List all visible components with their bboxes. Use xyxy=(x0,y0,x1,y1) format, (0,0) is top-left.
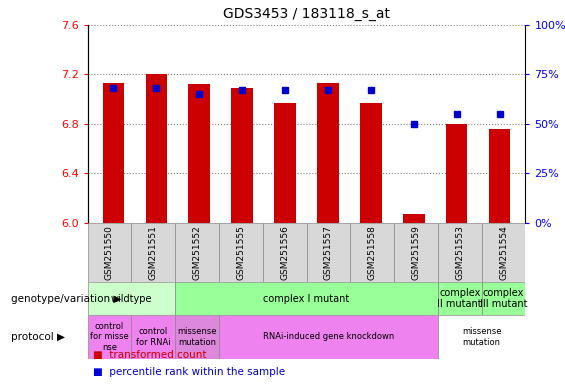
Bar xyxy=(317,83,338,223)
Text: control
for RNAi: control for RNAi xyxy=(136,327,171,347)
Text: wildtype: wildtype xyxy=(111,293,152,304)
Text: complex
III mutant: complex III mutant xyxy=(480,288,527,310)
Text: RNAi-induced gene knockdown: RNAi-induced gene knockdown xyxy=(263,333,394,341)
Bar xyxy=(307,223,350,282)
Text: GSM251551: GSM251551 xyxy=(149,225,158,280)
Text: GSM251550: GSM251550 xyxy=(105,225,114,280)
Bar xyxy=(131,315,175,359)
Bar xyxy=(482,282,525,315)
Bar xyxy=(489,129,510,223)
Bar xyxy=(175,315,219,359)
Bar xyxy=(438,282,482,315)
Text: missense
mutation: missense mutation xyxy=(177,327,217,347)
Bar xyxy=(394,223,438,282)
Bar xyxy=(438,315,525,359)
Text: genotype/variation ▶: genotype/variation ▶ xyxy=(11,293,121,304)
Bar xyxy=(263,223,307,282)
Bar xyxy=(403,214,424,223)
Text: GSM251555: GSM251555 xyxy=(236,225,245,280)
Text: complex
II mutant: complex II mutant xyxy=(437,288,482,310)
Title: GDS3453 / 183118_s_at: GDS3453 / 183118_s_at xyxy=(223,7,390,21)
Bar xyxy=(446,124,467,223)
Bar xyxy=(88,223,131,282)
Text: GSM251556: GSM251556 xyxy=(280,225,289,280)
Text: GSM251557: GSM251557 xyxy=(324,225,333,280)
Text: GSM251559: GSM251559 xyxy=(411,225,420,280)
Text: ■  transformed count: ■ transformed count xyxy=(93,350,207,360)
Bar xyxy=(232,88,253,223)
Text: GSM251554: GSM251554 xyxy=(499,225,508,280)
Bar xyxy=(360,103,381,223)
Bar xyxy=(175,223,219,282)
Bar xyxy=(131,223,175,282)
Text: GSM251553: GSM251553 xyxy=(455,225,464,280)
Text: ■  percentile rank within the sample: ■ percentile rank within the sample xyxy=(93,367,285,377)
Bar xyxy=(350,223,394,282)
Bar xyxy=(275,103,296,223)
Text: GSM251558: GSM251558 xyxy=(368,225,377,280)
Bar xyxy=(88,282,175,315)
Bar xyxy=(438,223,482,282)
Bar xyxy=(146,74,167,223)
Text: control
for misse
nse: control for misse nse xyxy=(90,322,129,352)
Bar xyxy=(219,315,438,359)
Text: complex I mutant: complex I mutant xyxy=(263,293,350,304)
Text: protocol ▶: protocol ▶ xyxy=(11,332,66,342)
Text: missense
mutation: missense mutation xyxy=(462,327,501,347)
Bar xyxy=(482,223,525,282)
Bar xyxy=(219,223,263,282)
Bar xyxy=(88,315,131,359)
Bar xyxy=(175,282,438,315)
Bar xyxy=(189,84,210,223)
Text: GSM251552: GSM251552 xyxy=(193,225,202,280)
Bar xyxy=(103,83,124,223)
